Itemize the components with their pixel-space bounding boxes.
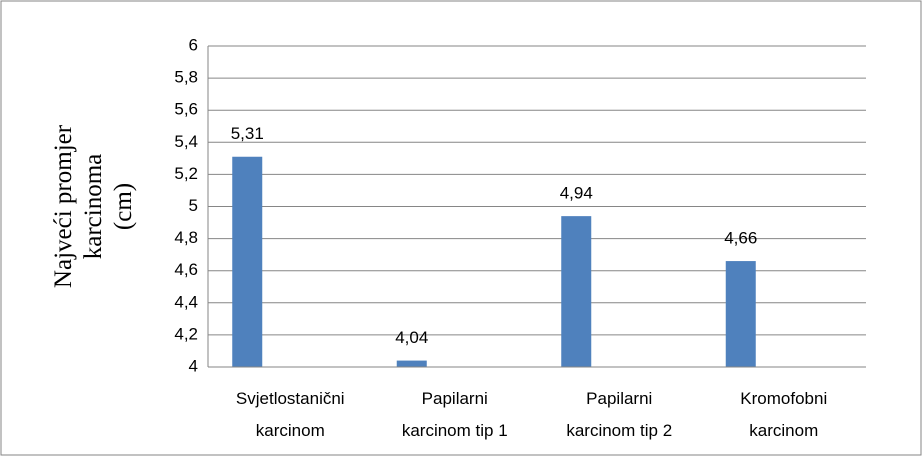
value-label: 4,66 (724, 229, 757, 248)
x-tick-label: Kromofobni karcinom (740, 389, 827, 440)
y-tick-label: 4,8 (174, 228, 198, 247)
bar (725, 261, 756, 367)
y-tick-label: 4 (189, 356, 198, 375)
x-tick-label: Papilarni karcinom tip 1 (402, 389, 508, 440)
y-label-line: (cm) (110, 183, 137, 230)
y-tick-label: 4,2 (174, 324, 198, 343)
bar (561, 216, 592, 367)
y-tick-label: 4,4 (174, 292, 198, 311)
y-tick-label: 6 (189, 35, 198, 54)
bar (396, 360, 427, 367)
y-tick-label: 4,6 (174, 260, 198, 279)
y-axis-label: Najveći promjer karcinoma (cm) (50, 124, 137, 288)
y-tick-label: 5,8 (174, 68, 198, 87)
bar (232, 156, 263, 367)
y-label-line: karcinoma (80, 154, 107, 260)
value-label: 5,31 (231, 124, 264, 143)
x-tick-label: Svjetlostanični karcinom (236, 389, 345, 440)
value-label: 4,94 (560, 184, 593, 203)
y-tick-label: 5,6 (174, 100, 198, 119)
y-tick-label: 5 (189, 196, 198, 215)
y-label-line: Najveći promjer (50, 124, 77, 288)
y-tick-label: 5,4 (174, 132, 198, 151)
y-tick-label: 5,2 (174, 164, 198, 183)
x-tick-label: Papilarni karcinom tip 2 (566, 389, 672, 440)
value-label: 4,04 (395, 328, 428, 347)
